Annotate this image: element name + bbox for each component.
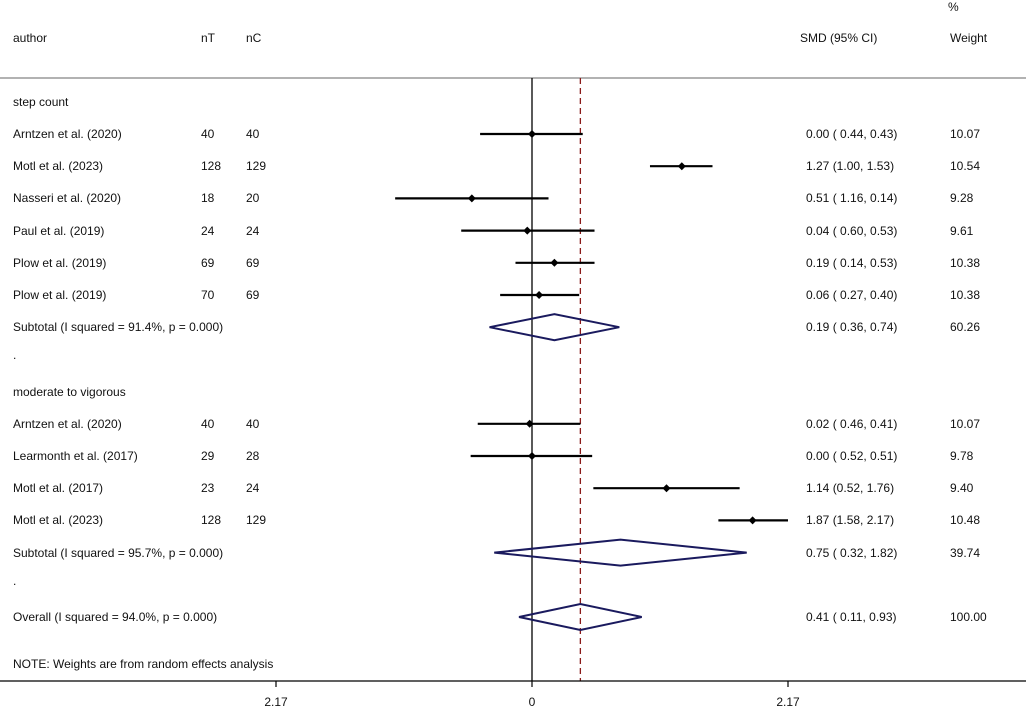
study-ci: 0.00 ( 0.52, 0.51) — [806, 449, 898, 463]
overall-diamond — [518, 602, 642, 632]
study-point — [528, 130, 536, 138]
study-ci: 1.27 (1.00, 1.53) — [806, 159, 895, 174]
header-author: author — [13, 31, 48, 45]
study-author: Motl et al. (2023) — [13, 513, 104, 528]
study-weight: 10.48 — [950, 513, 981, 528]
study-nC: 40 — [246, 127, 260, 141]
study-ci: 0.06 ( 0.27, 0.40) — [806, 288, 898, 302]
study-nT: 40 — [201, 127, 215, 141]
study-nC: 40 — [246, 416, 260, 431]
study-nC: 20 — [246, 191, 260, 206]
study-author: Arntzen et al. (2020) — [13, 127, 122, 141]
spacer-dot: . — [13, 573, 17, 588]
study-ci: 0.04 ( 0.60, 0.53) — [806, 223, 898, 238]
study-nT: 128 — [201, 513, 222, 528]
overall-label: Overall (I squared = 94.0%, p = 0.000) — [13, 610, 218, 624]
study-nC: 24 — [246, 223, 260, 238]
study-point — [535, 291, 544, 299]
study-weight: 10.07 — [950, 127, 981, 141]
subtotal-ci: 0.19 ( 0.36, 0.74) — [806, 320, 898, 335]
study-nT: 18 — [201, 191, 215, 206]
study-ci: 0.02 ( 0.46, 0.41) — [806, 416, 898, 431]
header-nT: nT — [201, 31, 216, 45]
study-nT: 40 — [201, 416, 215, 431]
study-author: Plow et al. (2019) — [13, 255, 107, 270]
study-weight: 10.54 — [950, 159, 981, 174]
study-nT: 69 — [201, 255, 215, 270]
study-nC: 69 — [246, 255, 260, 270]
study-author: Learmonth et al. (2017) — [13, 449, 138, 463]
study-weight: 10.38 — [950, 288, 981, 302]
study-nT: 23 — [201, 481, 215, 496]
subtotal-label: Subtotal (I squared = 95.7%, p = 0.000) — [13, 545, 224, 560]
study-ci: 1.87 (1.58, 2.17) — [806, 513, 895, 528]
study-author: Motl et al. (2023) — [13, 159, 104, 174]
study-author: Paul et al. (2019) — [13, 223, 105, 238]
subtotal-weight: 39.74 — [950, 545, 981, 560]
study-author: Plow et al. (2019) — [13, 288, 107, 302]
header-percent: % — [948, 0, 959, 14]
study-nT: 29 — [201, 449, 215, 463]
study-point — [467, 194, 476, 203]
overall-weight: 100.00 — [950, 610, 987, 624]
study-ci: 0.19 ( 0.14, 0.53) — [806, 255, 898, 270]
study-nC: 129 — [246, 159, 267, 174]
study-point — [550, 258, 559, 267]
study-weight: 10.38 — [950, 255, 981, 270]
subtotal-diamond — [489, 313, 620, 342]
study-author: Motl et al. (2017) — [13, 481, 104, 496]
study-weight: 10.07 — [950, 416, 981, 431]
spacer-dot: . — [13, 348, 17, 363]
study-point — [523, 226, 532, 235]
study-point — [748, 516, 757, 525]
study-weight: 9.78 — [950, 449, 974, 463]
group-label: step count — [13, 94, 69, 109]
subtotal-label: Subtotal (I squared = 91.4%, p = 0.000) — [13, 320, 224, 335]
header-nC: nC — [246, 31, 262, 45]
study-ci: 1.14 (0.52, 1.76) — [806, 481, 895, 496]
x-tick-label: 0 — [528, 695, 536, 709]
study-weight: 9.40 — [950, 481, 974, 496]
overall-ci: 0.41 ( 0.11, 0.93) — [806, 610, 897, 624]
subtotal-diamond — [494, 538, 747, 567]
study-point — [662, 484, 671, 493]
study-point — [525, 419, 534, 428]
study-weight: 9.61 — [950, 223, 974, 238]
x-tick-label: 2.17 — [264, 695, 288, 709]
study-ci: 0.00 ( 0.44, 0.43) — [806, 127, 898, 141]
study-nC: 28 — [246, 449, 260, 463]
study-nC: 69 — [246, 288, 260, 302]
study-ci: 0.51 ( 1.16, 0.14) — [806, 191, 898, 206]
study-nT: 24 — [201, 223, 215, 238]
study-weight: 9.28 — [950, 191, 974, 206]
study-author: Nasseri et al. (2020) — [13, 191, 122, 206]
x-tick-label: 2.17 — [776, 695, 800, 709]
header-smd: SMD (95% CI) — [800, 31, 878, 45]
study-point — [677, 162, 686, 171]
group-label: moderate to vigorous — [13, 384, 126, 399]
weights-note: NOTE: Weights are from random effects an… — [13, 657, 274, 671]
study-point — [528, 452, 536, 460]
study-nT: 70 — [201, 288, 215, 302]
study-nT: 128 — [201, 159, 222, 174]
subtotal-weight: 60.26 — [950, 320, 981, 335]
study-nC: 24 — [246, 481, 260, 496]
header-weight: Weight — [950, 31, 988, 45]
study-nC: 129 — [246, 513, 267, 528]
study-author: Arntzen et al. (2020) — [13, 416, 122, 431]
subtotal-ci: 0.75 ( 0.32, 1.82) — [806, 545, 898, 560]
